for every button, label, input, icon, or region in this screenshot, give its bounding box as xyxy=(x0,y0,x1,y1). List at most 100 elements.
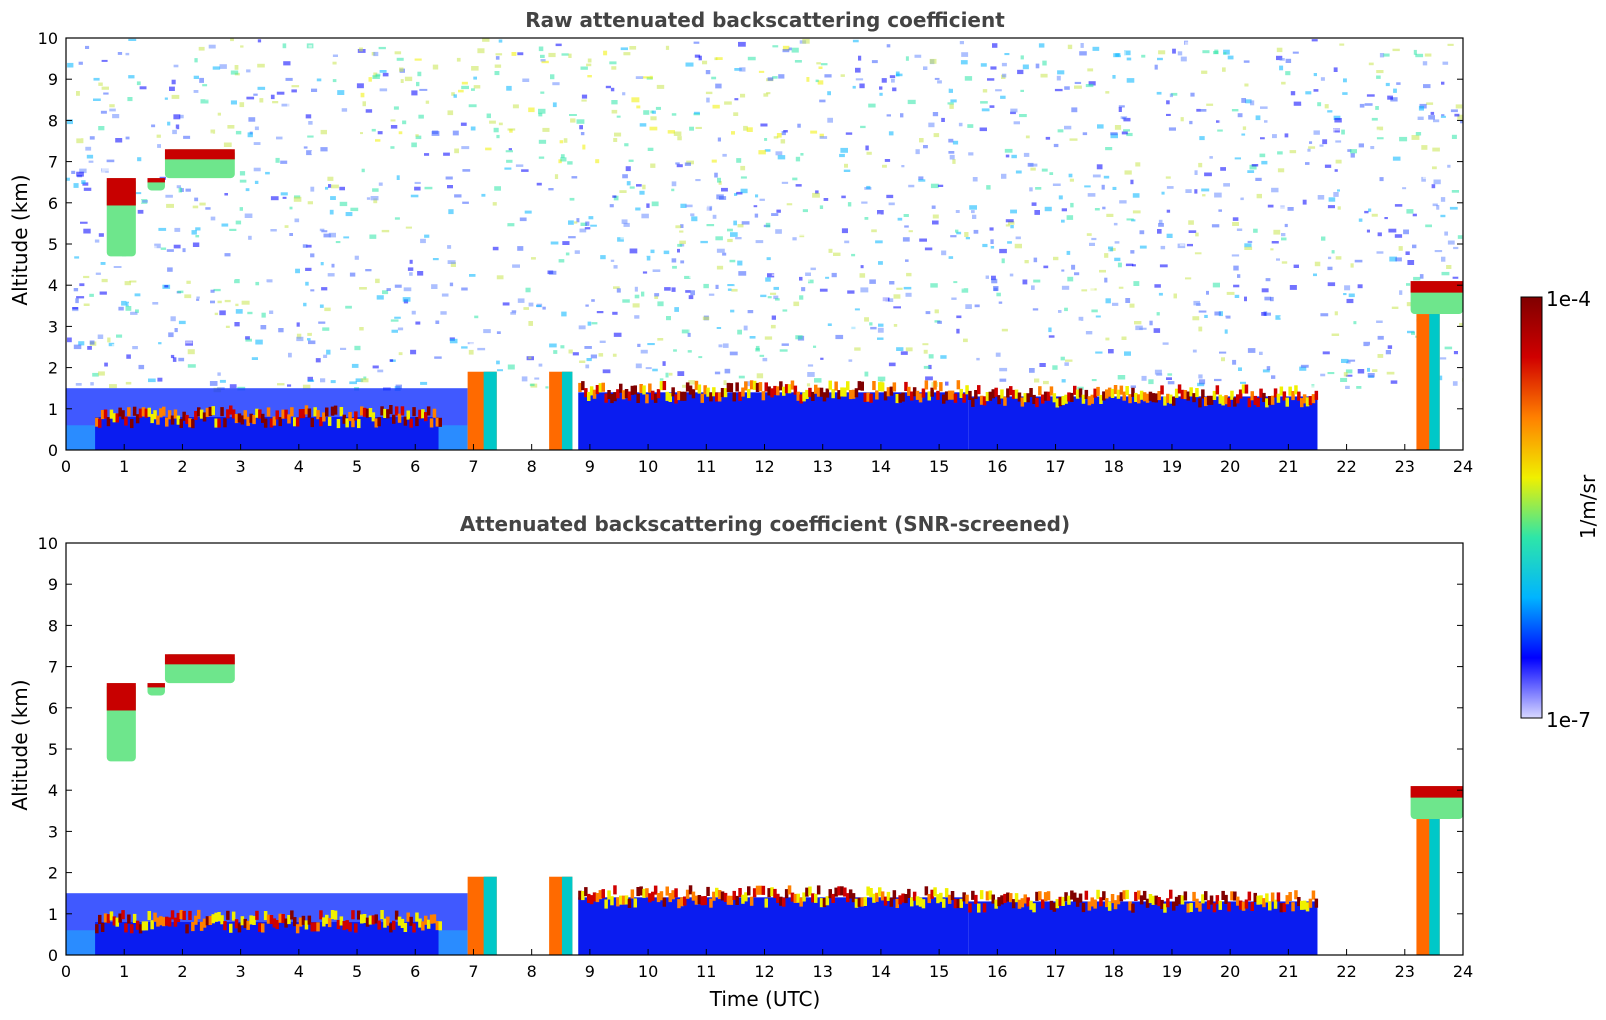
raw-x-tick-label: 4 xyxy=(294,457,304,476)
screened-layer-cloud-base-1 xyxy=(95,909,442,955)
screened-layer-thick-cloud-5 xyxy=(467,876,497,955)
raw-y-tick-label: 2 xyxy=(48,359,58,378)
screened-x-tick-label: 20 xyxy=(1220,962,1240,981)
screened-x-tick-label: 21 xyxy=(1278,962,1298,981)
x-axis-label: Time (UTC) xyxy=(709,987,821,1011)
raw-x-tick-label: 0 xyxy=(61,457,71,476)
screened-x-tick-label: 0 xyxy=(61,962,71,981)
screened-x-tick-label: 22 xyxy=(1336,962,1356,981)
screened-y-tick-label: 3 xyxy=(48,822,58,841)
screened-x-tick-label: 6 xyxy=(410,962,420,981)
raw-x-tick-label: 8 xyxy=(527,457,537,476)
raw-x-tick-label: 22 xyxy=(1336,457,1356,476)
raw-x-axis: 0 1 2 3 4 5 6 7 8 9 10 11 12 13 14 15 16 17 18 19 20 21 22 23 24 xyxy=(61,444,1473,476)
raw-x-tick-label: 6 xyxy=(410,457,420,476)
screened-x-tick-label: 7 xyxy=(468,962,478,981)
screened-x-tick-label: 2 xyxy=(177,962,187,981)
screened-layer-elevated-cloud-4 xyxy=(147,683,165,696)
raw-y-axis: 0 1 2 3 4 5 6 7 8 9 10 xyxy=(38,29,1463,460)
screened-x-tick-label: 1 xyxy=(119,962,129,981)
raw-layer-elevated-cloud-9 xyxy=(1410,281,1463,315)
screened-x-tick-label: 12 xyxy=(754,962,774,981)
raw-x-tick-label: 12 xyxy=(754,457,774,476)
screened-layer-thick-cloud-10 xyxy=(1416,819,1440,955)
screened-y-tick-label: 10 xyxy=(38,534,58,553)
screened-y-tick-label: 4 xyxy=(48,781,58,800)
raw-layer-cloud-base-1 xyxy=(95,405,442,450)
screened-y-tick-label: 8 xyxy=(48,616,58,635)
raw-y-tick-label: 9 xyxy=(48,70,58,89)
raw-y-tick-label: 8 xyxy=(48,111,58,130)
raw-plot-frame xyxy=(65,37,1464,451)
raw-x-tick-label: 1 xyxy=(119,457,129,476)
screened-layer-cloud-base-8 xyxy=(968,889,1319,955)
raw-backscatter-panel: Raw attenuated backscattering coefficien… xyxy=(8,8,1473,476)
screened-y-tick-label: 0 xyxy=(48,946,58,965)
screened-x-tick-label: 18 xyxy=(1104,962,1124,981)
raw-x-tick-label: 9 xyxy=(585,457,595,476)
screened-x-tick-label: 14 xyxy=(871,962,891,981)
raw-y-axis-label: Altitude (km) xyxy=(8,174,32,305)
raw-x-tick-label: 17 xyxy=(1045,457,1065,476)
raw-layer-elevated-cloud-4 xyxy=(147,178,165,191)
colorbar-min-label: 1e-7 xyxy=(1546,708,1591,732)
screened-heatmap-area xyxy=(66,543,1463,955)
screened-plot-frame xyxy=(65,542,1464,956)
raw-y-tick-label: 0 xyxy=(48,441,58,460)
raw-x-tick-label: 19 xyxy=(1162,457,1182,476)
screened-x-tick-label: 4 xyxy=(294,962,304,981)
raw-y-tick-label: 5 xyxy=(48,235,58,254)
screened-x-tick-label: 15 xyxy=(929,962,949,981)
colorbar-max-label: 1e-4 xyxy=(1546,287,1591,311)
screened-x-tick-label: 23 xyxy=(1395,962,1415,981)
screened-layer-elevated-cloud-9 xyxy=(1410,786,1463,820)
raw-layer-thick-cloud-10 xyxy=(1416,314,1440,450)
screened-y-tick-label: 1 xyxy=(48,905,58,924)
raw-y-tick-label: 4 xyxy=(48,276,58,295)
screened-layer-elevated-cloud-3 xyxy=(164,654,235,684)
screened-x-axis: 0 1 2 3 4 5 6 7 8 9 10 11 12 13 14 15 16 17 18 19 20 21 22 23 24 xyxy=(61,949,1473,981)
raw-x-tick-label: 16 xyxy=(987,457,1007,476)
screened-x-tick-label: 3 xyxy=(236,962,246,981)
raw-y-tick-label: 1 xyxy=(48,400,58,419)
screened-y-tick-label: 9 xyxy=(48,575,58,594)
colorbar-unit-label: 1/m/sr xyxy=(1576,474,1600,539)
raw-y-tick-label: 6 xyxy=(48,194,58,213)
raw-layer-elevated-cloud-2 xyxy=(106,178,136,257)
screened-y-tick-label: 7 xyxy=(48,658,58,677)
raw-x-tick-label: 5 xyxy=(352,457,362,476)
raw-y-tick-label: 7 xyxy=(48,153,58,172)
screened-y-axis-label: Altitude (km) xyxy=(8,679,32,810)
screened-y-tick-label: 5 xyxy=(48,740,58,759)
screened-x-tick-label: 9 xyxy=(585,962,595,981)
screened-x-tick-label: 11 xyxy=(696,962,716,981)
raw-layer-cloud-base-7 xyxy=(578,380,969,450)
raw-x-tick-label: 7 xyxy=(468,457,478,476)
screened-panel-title: Attenuated backscattering coefficient (S… xyxy=(460,512,1070,536)
raw-x-tick-label: 10 xyxy=(638,457,658,476)
raw-x-tick-label: 23 xyxy=(1395,457,1415,476)
screened-layer-elevated-cloud-2 xyxy=(106,683,136,762)
raw-plot-background xyxy=(66,38,1463,450)
raw-layer-cloud-base-8 xyxy=(968,384,1319,450)
screened-x-tick-label: 16 xyxy=(987,962,1007,981)
screened-x-tick-label: 10 xyxy=(638,962,658,981)
screened-x-tick-label: 24 xyxy=(1453,962,1473,981)
raw-x-tick-label: 20 xyxy=(1220,457,1240,476)
raw-panel-title: Raw attenuated backscattering coefficien… xyxy=(525,8,1005,32)
raw-x-tick-label: 21 xyxy=(1278,457,1298,476)
raw-y-tick-label: 3 xyxy=(48,317,58,336)
colorbar-gradient xyxy=(1520,296,1543,719)
raw-x-tick-label: 2 xyxy=(177,457,187,476)
raw-y-tick-label: 10 xyxy=(38,29,58,48)
raw-layer-thick-cloud-6 xyxy=(549,371,573,450)
raw-layer-elevated-cloud-3 xyxy=(164,149,235,179)
raw-x-tick-label: 14 xyxy=(871,457,891,476)
raw-heatmap-area xyxy=(66,38,1463,450)
screened-layer-thick-cloud-6 xyxy=(549,876,573,955)
raw-x-tick-label: 3 xyxy=(236,457,246,476)
screened-x-tick-label: 5 xyxy=(352,962,362,981)
screened-backscatter-panel: Attenuated backscattering coefficient (S… xyxy=(8,512,1473,1011)
screened-x-tick-label: 19 xyxy=(1162,962,1182,981)
raw-x-tick-label: 13 xyxy=(813,457,833,476)
